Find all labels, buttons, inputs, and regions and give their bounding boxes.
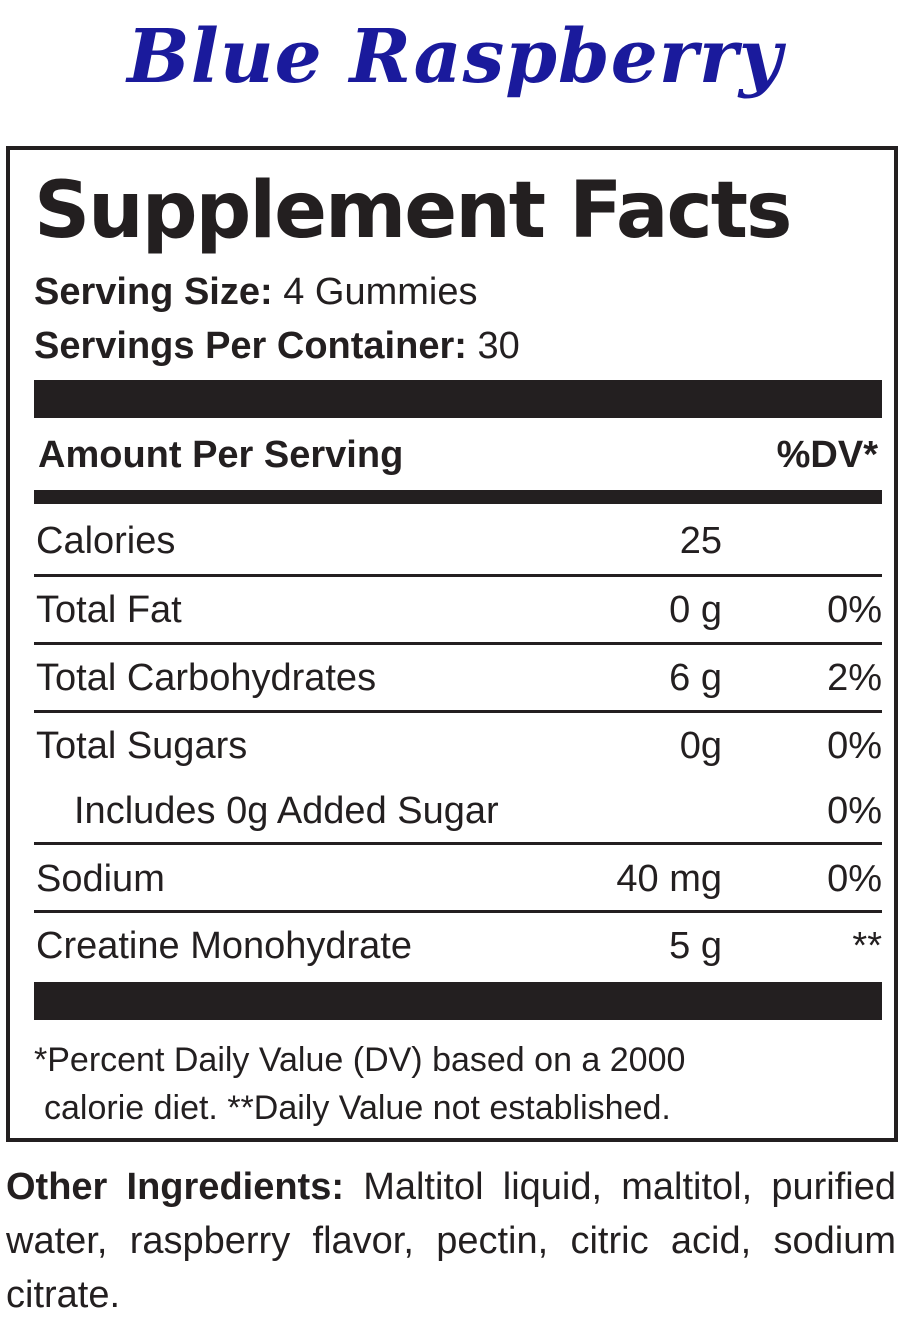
nutrient-dv: 0%	[827, 589, 882, 631]
nutrient-row-creatine: Creatine Monohydrate 5 g **	[34, 913, 882, 979]
amount-per-serving-header: Amount Per Serving	[38, 434, 404, 476]
flavor-title: Blue Raspberry	[127, 14, 783, 100]
nutrient-name: Creatine Monohydrate	[36, 925, 412, 967]
servings-label: Servings Per Container:	[34, 325, 467, 367]
nutrient-name: Total Sugars	[36, 725, 248, 767]
nutrient-row-total-fat: Total Fat 0 g 0%	[34, 577, 882, 643]
nutrient-row-total-carbohydrates: Total Carbohydrates 6 g 2%	[34, 645, 882, 711]
ingredients-label: Other Ingredients:	[6, 1166, 344, 1208]
nutrient-name: Calories	[36, 520, 176, 562]
nutrient-amount: 0g	[679, 725, 722, 767]
nutrient-dv: 0%	[827, 725, 882, 767]
serving-size-label: Serving Size:	[34, 271, 273, 313]
dv-footnote: *Percent Daily Value (DV) based on a 200…	[34, 1036, 884, 1132]
nutrient-dv: 2%	[827, 657, 882, 699]
row-divider	[34, 710, 882, 713]
row-divider	[34, 910, 882, 913]
nutrient-row-added-sugar: Includes 0g Added Sugar 0%	[34, 778, 882, 844]
medium-divider	[34, 490, 882, 504]
nutrient-name: Total Fat	[36, 589, 182, 631]
footnote-line-2: calorie diet. **Daily Value not establis…	[44, 1089, 671, 1127]
nutrient-amount: 6 g	[669, 657, 722, 699]
row-divider	[34, 642, 882, 645]
footnote-line-1: *Percent Daily Value (DV) based on a 200…	[34, 1041, 686, 1079]
serving-size: Serving Size: 4 Gummies	[34, 270, 477, 314]
nutrient-row-total-sugars: Total Sugars 0g 0%	[34, 713, 882, 779]
nutrient-amount: 40 mg	[616, 858, 722, 900]
thick-divider-bottom	[34, 982, 882, 1020]
dv-header: %DV*	[776, 434, 878, 476]
ingredients-text: Maltitol liquid, maltitol, purified wate…	[6, 1166, 896, 1316]
panel-heading: Supplement Facts	[34, 166, 792, 256]
servings-per-container: Servings Per Container: 30	[34, 324, 520, 368]
nutrient-dv: 0%	[827, 790, 882, 832]
nutrient-dv: **	[852, 925, 882, 967]
row-divider	[34, 574, 882, 577]
nutrient-amount: 5 g	[669, 925, 722, 967]
nutrient-row-sodium: Sodium 40 mg 0%	[34, 846, 882, 912]
nutrient-row-calories: Calories 25	[34, 508, 882, 574]
supplement-facts-panel: Supplement Facts Serving Size: 4 Gummies…	[6, 146, 898, 1142]
nutrient-name: Total Carbohydrates	[36, 657, 377, 699]
nutrient-amount: 0 g	[669, 589, 722, 631]
servings-value: 30	[477, 325, 520, 367]
nutrient-name: Includes 0g Added Sugar	[74, 790, 499, 832]
serving-size-value: 4 Gummies	[283, 271, 478, 313]
nutrient-dv: 0%	[827, 858, 882, 900]
thick-divider-top	[34, 380, 882, 418]
other-ingredients: Other Ingredients: Maltitol liquid, malt…	[6, 1160, 896, 1322]
row-divider	[34, 842, 882, 845]
nutrient-name: Sodium	[36, 858, 165, 900]
nutrient-amount: 25	[679, 520, 722, 562]
